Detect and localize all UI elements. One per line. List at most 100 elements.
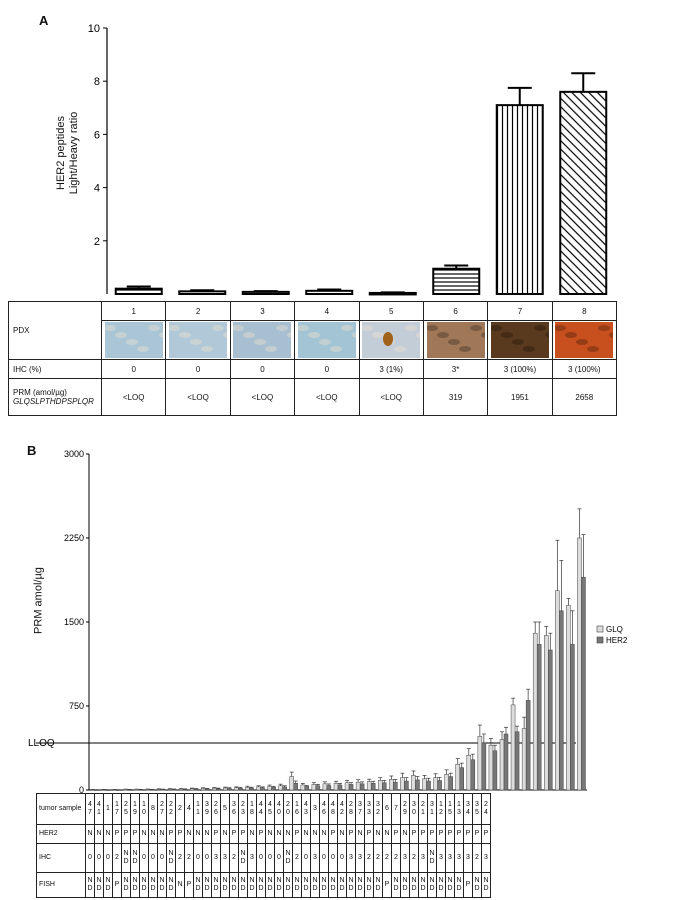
bar-GLQ-18	[289, 776, 294, 791]
bar-HER2-26	[249, 787, 254, 791]
ihc-image-7	[487, 320, 553, 360]
bar-HER2-21	[503, 733, 509, 791]
bar-GLQ-24	[577, 537, 582, 791]
tissue-image-4	[297, 322, 356, 358]
bar-HER2-23	[282, 786, 287, 791]
legend-swatch-HER2	[596, 636, 604, 644]
row-fish: FISH N D N D N D P N D N D N D N D N D N D N P N D N D N D N D N D N D N D N…	[36, 872, 491, 898]
bar-GLQ-48	[389, 779, 394, 791]
tumor-cell: 1	[103, 793, 113, 825]
prm-label: PRM (amol/µg) GLQSLPTHDPSPLQR	[8, 378, 102, 416]
her2-cell: P	[292, 824, 302, 844]
her2-cell: N	[85, 824, 95, 844]
bar-GLQ-29	[477, 735, 483, 791]
bar-HER2-20	[337, 784, 343, 791]
her2-cell: P	[229, 824, 239, 844]
row-label-ihc: IHC	[36, 843, 86, 873]
her2-cell: N	[220, 824, 230, 844]
bar-HER2-27	[182, 788, 188, 791]
bar-HER2-39	[238, 787, 243, 791]
bar-HER2-28	[415, 779, 420, 791]
bar-GLQ-25	[134, 789, 140, 791]
row-her2: HER2 N N N P P P N N N P P N N N P N P P N P N N N P N N N P N P N P N N P N…	[36, 824, 491, 844]
bar-HER2-40	[326, 785, 332, 791]
her2-cell: N	[382, 824, 392, 844]
ihc-image-8	[551, 320, 618, 360]
row-ihc: IHC 0 0 0 2 N D N D 0 0 0 N D 2 2 0 0 3 3 2 N D 3 0 0 0 N D 2 0 3 0 0 0 3 3 2…	[36, 843, 491, 873]
ihc-cell: 3	[463, 843, 473, 873]
bar-HER2-15	[536, 644, 542, 791]
bar-GLQ-10	[156, 788, 162, 791]
her2-cell: P	[346, 824, 356, 844]
y-tick-label-b: 2250	[64, 533, 84, 543]
bar-HER2-37	[426, 780, 431, 791]
her2-cell: N	[400, 824, 410, 844]
bar-GLQ-22	[189, 788, 195, 791]
y-tick-label-b: 750	[69, 701, 84, 711]
bar-HER2-5	[260, 787, 265, 791]
ihc-cell: 0	[328, 843, 338, 873]
her2-cell: N	[310, 824, 320, 844]
ihc-cell: 0	[157, 843, 167, 873]
bar-GLQ-23	[278, 785, 283, 791]
her2-cell: N	[193, 824, 203, 844]
bar-GLQ-20	[333, 783, 339, 791]
her2-cell: N	[184, 824, 194, 844]
bar-GLQ-43	[355, 781, 361, 791]
ihc-cell: 0	[85, 843, 95, 873]
ihc-cell: 2	[184, 843, 194, 873]
fish-cell: P	[382, 872, 392, 898]
pdx-number-row: PDX 1 2 3 4 5 6 7 8	[8, 301, 618, 360]
her2-cell: P	[472, 824, 482, 844]
y-tick-label-a: 6	[94, 129, 100, 141]
bar-HER2-48	[393, 781, 398, 791]
ihc-image-row	[9, 320, 618, 360]
her2-cell: P	[463, 824, 473, 844]
panel-b-letter: B	[27, 443, 37, 458]
bar-HER2-2	[204, 788, 210, 791]
bar-HER2-31	[514, 731, 520, 791]
bar-HER2-22	[193, 788, 199, 791]
bar-HER2-24	[581, 576, 586, 791]
tumor-cell: 5	[220, 793, 230, 825]
prm-2: <LOQ	[165, 378, 231, 416]
panel-b-table: tumor sample 4 7 4 1 1 1 7 2 5 1 9 1 0 8 2 7 2 2 2 4 1 1 3 9 2 6 5 3…	[36, 793, 491, 898]
her2-cell: N	[94, 824, 104, 844]
y-tick-label-a: 4	[94, 183, 100, 195]
her2-cell: P	[445, 824, 455, 844]
bar-GLQ-32	[444, 774, 449, 791]
tumor-cell: 7	[391, 793, 401, 825]
prm-label-line1: PRM (amol/µg)	[13, 388, 67, 397]
her2-cell: N	[265, 824, 275, 844]
bar-GLQ-19	[145, 789, 151, 791]
bar-pdx-8	[559, 90, 608, 295]
bar-GLQ-45	[311, 784, 317, 791]
her2-cell: P	[238, 824, 248, 844]
